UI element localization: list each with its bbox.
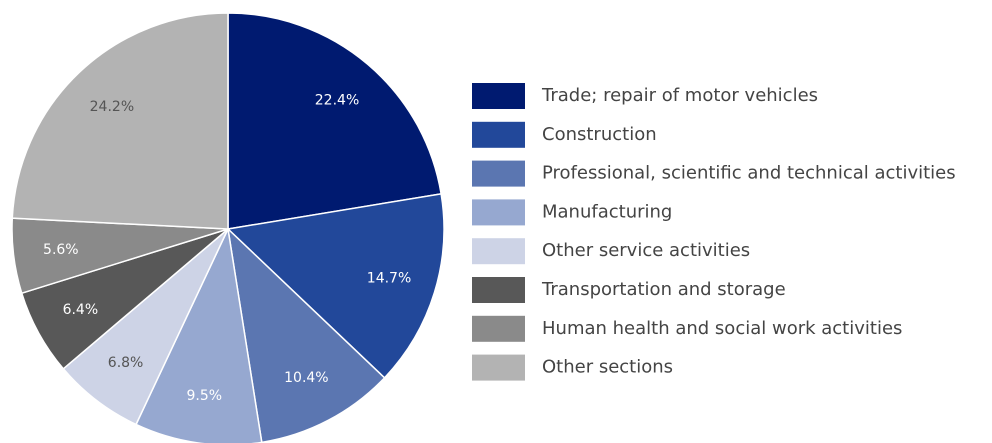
pie-slice [227,12,442,230]
legend-label: Other service activities [542,240,750,261]
legend-label: Professional, scientific and technical a… [542,163,956,184]
pie-slice [11,12,229,230]
legend-swatch [472,121,525,148]
legend-label: Transportation and storage [541,279,786,300]
legend-label: Trade; repair of motor vehicles [541,85,818,106]
legend-label: Other sections [542,357,673,378]
data-label: 10.4% [284,370,328,386]
legend-swatch [472,199,525,226]
data-label: 24.2% [90,99,134,115]
pie-slice [226,226,386,443]
legend-swatch [472,277,525,303]
legend-swatch [472,354,525,381]
legend-label: Construction [542,124,657,145]
legend-swatch [472,315,525,342]
legend-label: Human health and social work activities [542,318,902,339]
legend-swatch [472,238,525,265]
pie-slice [226,193,445,379]
legend-label: Manufacturing [542,201,672,222]
data-label: 22.4% [315,93,359,109]
data-label: 6.4% [63,302,99,318]
legend-swatch [472,83,525,109]
data-label: 9.5% [186,388,222,404]
data-label: 14.7% [367,271,411,287]
data-label: 6.8% [108,355,144,371]
data-label: 5.6% [43,242,79,258]
legend-swatch [472,160,525,187]
